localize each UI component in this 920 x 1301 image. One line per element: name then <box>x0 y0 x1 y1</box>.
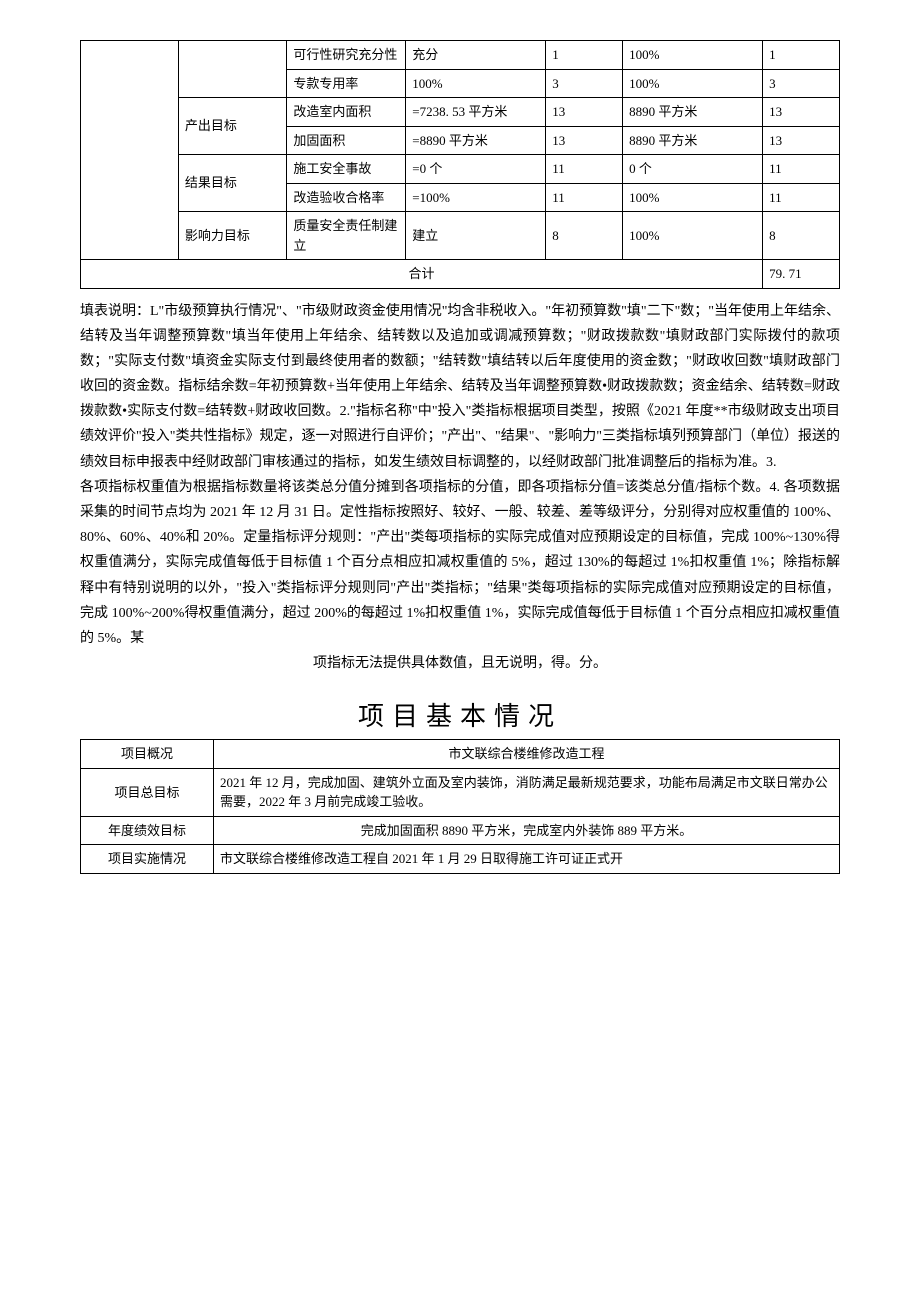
value-cell: 100% <box>623 69 763 98</box>
indicator-cell: 施工安全事故 <box>287 155 406 184</box>
value-cell: 8890 平方米 <box>623 98 763 127</box>
eval-table: 可行性研究充分性充分1100%1专款专用率100%3100%3产出目标改造室内面… <box>80 40 840 289</box>
project-info-table: 项目概况 市文联综合楼维修改造工程 项目总目标 2021 年 12 月，完成加固… <box>80 739 840 874</box>
total-goal-value: 2021 年 12 月，完成加固、建筑外立面及室内装饰，消防满足最新规范要求，功… <box>214 768 840 816</box>
year-goal-value: 完成加固面积 8890 平方米，完成室内外装饰 889 平方米。 <box>214 816 840 845</box>
value-cell: 13 <box>546 98 623 127</box>
value-cell: 11 <box>546 155 623 184</box>
indicator-cell: 改造验收合格率 <box>287 183 406 212</box>
value-cell: 100% <box>623 183 763 212</box>
category-cell <box>81 41 179 260</box>
indicator-cell: 质量安全责任制建立 <box>287 212 406 260</box>
overview-value: 市文联综合楼维修改造工程 <box>214 740 840 769</box>
goal-result: 结果目标 <box>178 155 286 212</box>
value-cell: 0 个 <box>623 155 763 184</box>
value-cell: 8 <box>763 212 840 260</box>
value-cell: 建立 <box>406 212 546 260</box>
goal-influence: 影响力目标 <box>178 212 286 260</box>
value-cell: =100% <box>406 183 546 212</box>
value-cell: 8 <box>546 212 623 260</box>
value-cell: 100% <box>406 69 546 98</box>
value-cell: 1 <box>546 41 623 70</box>
value-cell: =7238. 53 平方米 <box>406 98 546 127</box>
value-cell: 11 <box>763 183 840 212</box>
value-cell: =0 个 <box>406 155 546 184</box>
value-cell: 1 <box>763 41 840 70</box>
value-cell: 100% <box>623 41 763 70</box>
value-cell: 3 <box>546 69 623 98</box>
year-goal-label: 年度绩效目标 <box>81 816 214 845</box>
impl-value: 市文联综合楼维修改造工程自 2021 年 1 月 29 日取得施工许可证正式开 <box>214 845 840 874</box>
total-label: 合计 <box>81 260 763 289</box>
desc-paragraph-2: 各项指标权重值为根据指标数量将该类总分值分摊到各项指标的分值，即各项指标分值=该… <box>80 475 840 651</box>
desc-paragraph-1: 填表说明：L"市级预算执行情况"、"市级财政资金使用情况"均含非税收入。"年初预… <box>80 299 840 475</box>
impl-label: 项目实施情况 <box>81 845 214 874</box>
value-cell: 11 <box>546 183 623 212</box>
value-cell: 3 <box>763 69 840 98</box>
section-title: 项目基本情况 <box>80 696 840 733</box>
value-cell: 13 <box>546 126 623 155</box>
indicator-cell: 专款专用率 <box>287 69 406 98</box>
total-value: 79. 71 <box>763 260 840 289</box>
value-cell: 13 <box>763 126 840 155</box>
description-block: 填表说明：L"市级预算执行情况"、"市级财政资金使用情况"均含非税收入。"年初预… <box>80 299 840 677</box>
value-cell: 13 <box>763 98 840 127</box>
indicator-cell: 可行性研究充分性 <box>287 41 406 70</box>
total-goal-label: 项目总目标 <box>81 768 214 816</box>
value-cell: 11 <box>763 155 840 184</box>
value-cell: 充分 <box>406 41 546 70</box>
value-cell: =8890 平方米 <box>406 126 546 155</box>
indicator-cell: 改造室内面积 <box>287 98 406 127</box>
desc-paragraph-3: 项指标无法提供具体数值，且无说明，得。分。 <box>80 651 840 676</box>
overview-label: 项目概况 <box>81 740 214 769</box>
value-cell: 100% <box>623 212 763 260</box>
indicator-cell: 加固面积 <box>287 126 406 155</box>
value-cell: 8890 平方米 <box>623 126 763 155</box>
goal-cell-blank <box>178 41 286 98</box>
goal-output: 产出目标 <box>178 98 286 155</box>
